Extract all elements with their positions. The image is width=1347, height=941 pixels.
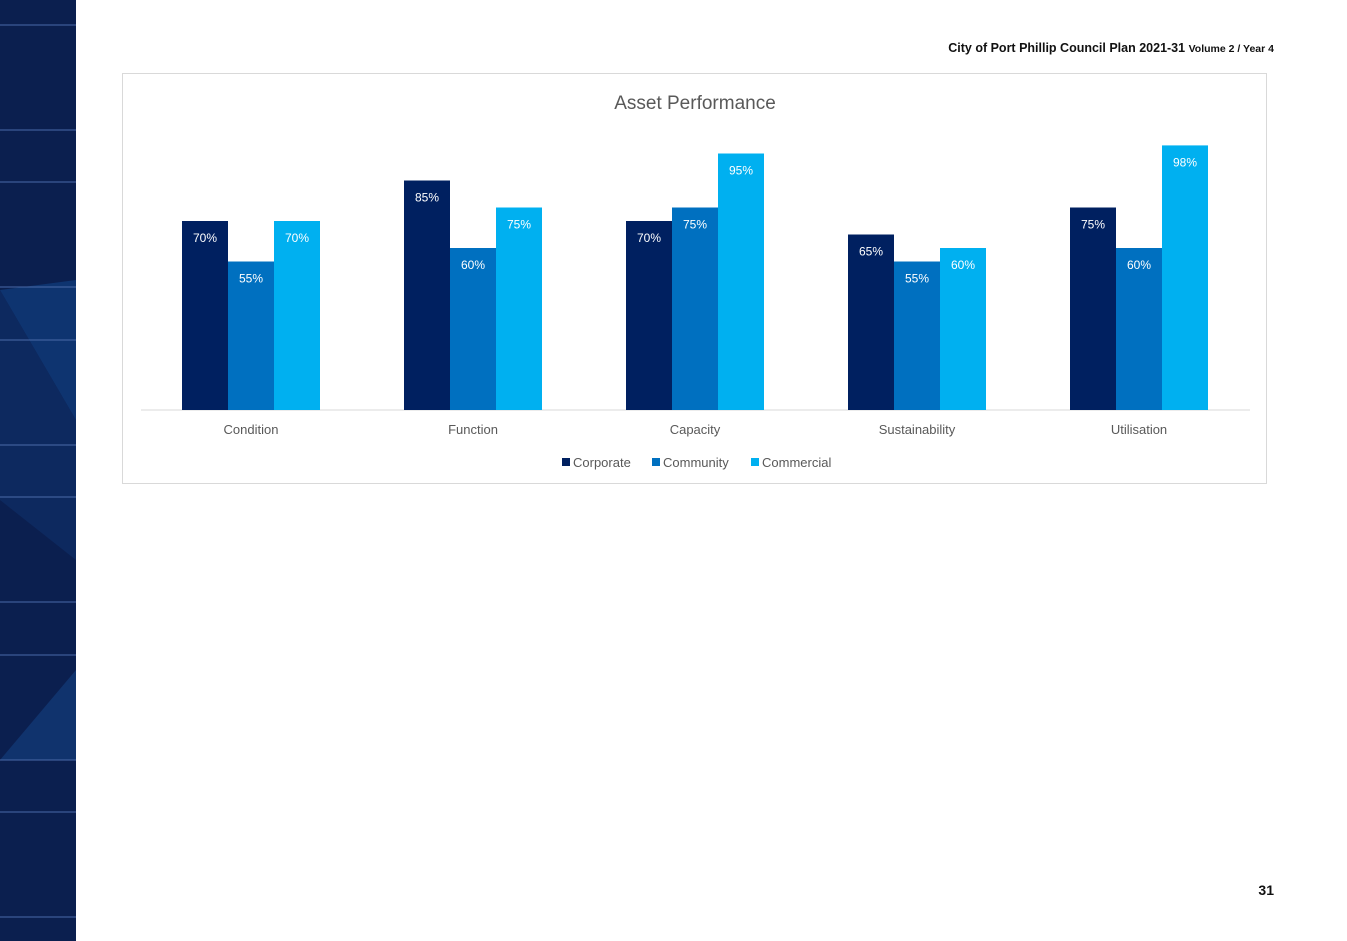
header-subtitle: Volume 2 / Year 4 (1188, 43, 1274, 55)
bar-corporate-sustainability (848, 234, 894, 410)
bar-commercial-capacity (718, 153, 764, 410)
category-label-function: Function (448, 422, 498, 437)
category-label-capacity: Capacity (670, 422, 721, 437)
data-label-corporate-utilisation: 75% (1081, 218, 1105, 232)
bar-community-function (450, 248, 496, 410)
data-label-corporate-sustainability: 65% (859, 245, 883, 259)
category-label-utilisation: Utilisation (1111, 422, 1167, 437)
chart-canvas: Asset Performance 70%55%70%85%60%75%70%7… (141, 93, 1250, 470)
bar-community-capacity (672, 207, 718, 410)
bar-corporate-function (404, 180, 450, 410)
bar-commercial-function (496, 207, 542, 410)
data-label-commercial-capacity: 95% (729, 164, 753, 178)
sidebar-decoration (0, 0, 76, 941)
bar-commercial-sustainability (940, 248, 986, 410)
category-labels: Condition Function Capacity Sustainability U… (224, 422, 1168, 437)
data-label-corporate-capacity: 70% (637, 231, 661, 245)
sidebar-pattern (0, 24, 76, 918)
bar-group: 70% 55% 70% 85% 60% 75% 70% 75% 95% 65% 55% 60% 75% 6… (182, 145, 1208, 410)
data-label-community-function: 60% (461, 258, 485, 272)
data-label-community-condition: 55% (239, 272, 263, 286)
data-label-commercial-function: 75% (507, 218, 531, 232)
data-label-commercial-utilisation: 98% (1173, 155, 1197, 169)
header-title: City of Port Phillip Council Plan 2021-3… (948, 41, 1186, 55)
data-label-community-capacity: 75% (683, 218, 707, 232)
legend-swatch-corporate (562, 458, 570, 466)
chart-legend: Corporate Community Commercial (562, 455, 831, 470)
page-number: 31 (1258, 882, 1274, 898)
legend-label-corporate: Corporate (573, 455, 631, 470)
data-label-corporate-function: 85% (415, 191, 439, 205)
asset-performance-chart: Asset Performance 70% 55% 70% 85% 60% 75% 70% 7… (122, 73, 1267, 484)
legend-swatch-community (652, 458, 660, 466)
legend-label-commercial: Commercial (762, 455, 831, 470)
data-label-commercial-condition: 70% (285, 231, 309, 245)
data-label-corporate-condition: 70% (193, 231, 217, 245)
bar-corporate-utilisation (1070, 207, 1116, 410)
chart-title: Asset Performance (614, 93, 776, 114)
bar-community-condition (228, 261, 274, 410)
bar-community-sustainability (894, 261, 940, 410)
data-label-community-utilisation: 60% (1127, 258, 1151, 272)
data-label-community-sustainability: 55% (905, 272, 929, 286)
legend-swatch-commercial (751, 458, 759, 466)
bar-commercial-utilisation (1162, 145, 1208, 410)
bar-corporate-condition (182, 221, 228, 410)
bar-corporate-capacity (626, 221, 672, 410)
bar-community-utilisation (1116, 248, 1162, 410)
document-header: City of Port Phillip Council Plan 2021-3… (948, 41, 1274, 55)
category-label-condition: Condition (224, 422, 279, 437)
category-label-sustainability: Sustainability (879, 422, 956, 437)
data-label-commercial-sustainability: 60% (951, 258, 975, 272)
legend-label-community: Community (663, 455, 729, 470)
bar-commercial-condition (274, 221, 320, 410)
